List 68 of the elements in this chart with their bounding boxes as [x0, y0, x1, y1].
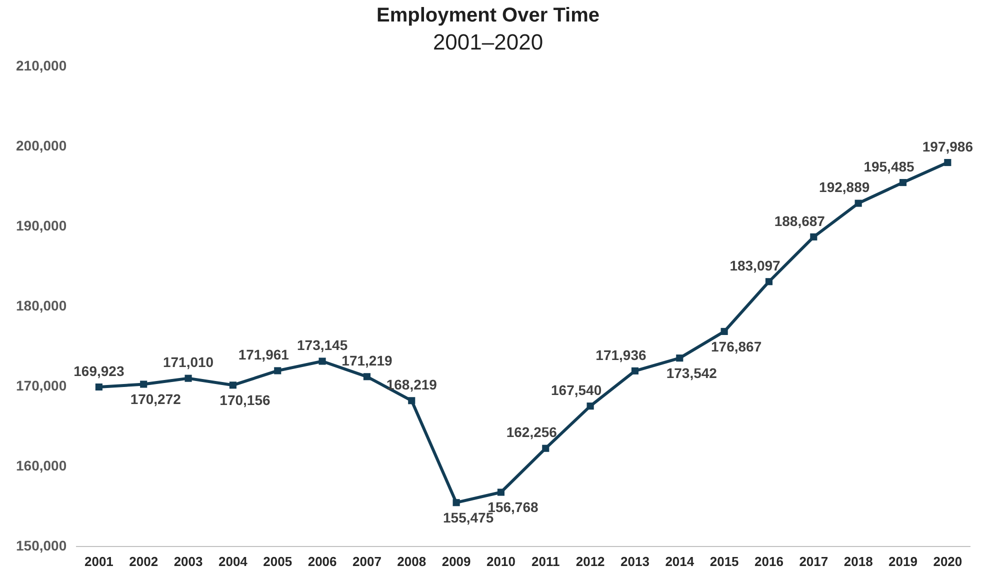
point [676, 354, 684, 362]
data-label: 176,867 [711, 338, 762, 354]
point [318, 358, 326, 365]
point [497, 488, 505, 496]
data-label: 156,768 [488, 499, 538, 516]
point [274, 367, 282, 374]
chart-subtitle: 2001–2020 [432, 29, 544, 54]
x-tick-label: 2006 [308, 554, 337, 569]
data-label: 171,219 [342, 352, 392, 369]
point [408, 397, 416, 404]
data-label: 197,986 [922, 138, 974, 154]
point [720, 328, 728, 335]
data-label: 173,145 [296, 337, 348, 354]
data-label: 167,540 [551, 382, 602, 398]
y-tick-label: 170,000 [16, 377, 67, 394]
x-tick-label: 2012 [576, 554, 605, 569]
chart-title: Employment Over Time [376, 4, 600, 27]
point [542, 444, 550, 452]
x-tick-label: 2009 [442, 554, 471, 569]
point [452, 499, 460, 506]
data-label: 170,272 [130, 391, 182, 408]
y-tick-label: 200,000 [16, 137, 67, 154]
y-tick-label: 150,000 [16, 537, 67, 554]
point [229, 382, 236, 389]
x-tick-label: 2001 [84, 554, 114, 569]
point [586, 402, 594, 410]
point [95, 383, 102, 391]
x-tick-label: 2003 [174, 554, 203, 569]
x-tick-label: 2005 [263, 554, 292, 569]
data-label: 195,485 [864, 158, 915, 174]
x-tick-label: 2007 [352, 554, 382, 569]
data-label: 188,687 [774, 212, 826, 229]
x-tick-label: 2015 [710, 554, 739, 569]
point [363, 373, 370, 380]
data-label: 192,889 [819, 179, 870, 196]
x-tick-label: 2018 [844, 554, 873, 569]
y-tick-label: 180,000 [16, 297, 67, 314]
data-label: 169,923 [74, 362, 124, 379]
x-tick-label: 2020 [933, 554, 962, 569]
x-tick-label: 2010 [486, 554, 516, 569]
data-label: 171,010 [162, 354, 214, 370]
x-tick-label: 2002 [129, 554, 158, 569]
x-tick-label: 2013 [620, 554, 650, 569]
x-tick-label: 2019 [888, 554, 918, 569]
point [140, 380, 148, 388]
point [944, 158, 952, 166]
y-tick-label: 160,000 [16, 457, 67, 474]
x-tick-label: 2004 [218, 554, 248, 569]
data-label: 183,097 [730, 257, 780, 274]
data-label: 171,961 [238, 346, 290, 363]
point [810, 233, 818, 240]
x-tick-label: 2014 [665, 554, 695, 569]
data-label: 171,936 [596, 346, 646, 363]
point [184, 374, 192, 382]
y-tick-label: 190,000 [16, 217, 67, 234]
point [854, 200, 862, 207]
x-tick-label: 2008 [397, 554, 426, 569]
data-label: 170,156 [220, 392, 270, 408]
point [765, 278, 773, 286]
x-tick-label: 2017 [799, 554, 828, 569]
data-label: 162,256 [506, 424, 558, 440]
data-label: 173,542 [666, 364, 718, 381]
x-tick-label: 2016 [754, 554, 784, 569]
y-tick-label: 210,000 [16, 57, 67, 74]
point [899, 178, 907, 186]
x-tick-label: 2011 [532, 554, 560, 569]
point [631, 367, 639, 374]
data-label: 168,219 [386, 376, 438, 393]
